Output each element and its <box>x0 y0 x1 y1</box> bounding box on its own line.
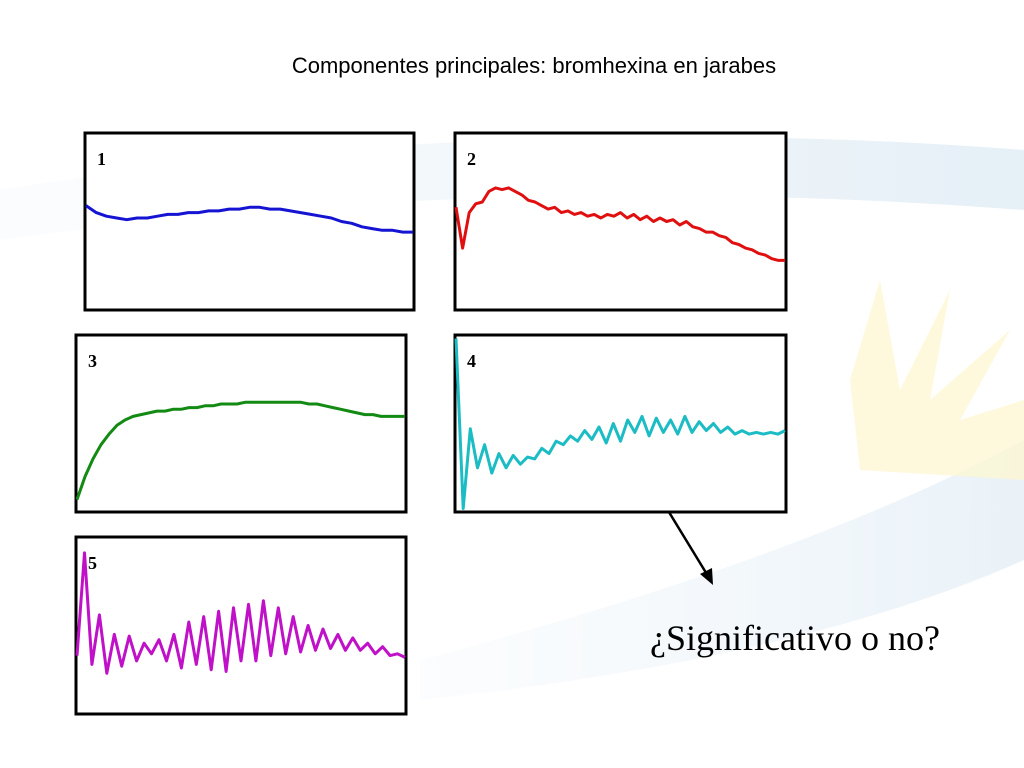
panel-number: 1 <box>97 149 106 169</box>
panel-frame <box>74 333 408 514</box>
data-line <box>85 204 413 234</box>
background-swoosh <box>420 440 1024 700</box>
panel-frame <box>83 131 416 312</box>
panel-frame <box>453 333 788 514</box>
panel-number: 4 <box>467 351 476 371</box>
data-line <box>75 551 406 675</box>
slide-title: Componentes principales: bromhexina en j… <box>292 53 776 78</box>
panel-frame <box>453 131 788 312</box>
background-sun <box>850 280 1024 480</box>
annotation: ¿Significativo o no? <box>650 618 940 658</box>
panel-number: 5 <box>88 553 97 573</box>
panel-number: 2 <box>467 149 476 169</box>
panel-frame <box>74 535 408 716</box>
arrow-head <box>700 568 713 585</box>
data-line <box>454 338 786 510</box>
panel-number: 3 <box>88 351 97 371</box>
data-line <box>75 400 405 501</box>
data-line <box>454 186 785 262</box>
